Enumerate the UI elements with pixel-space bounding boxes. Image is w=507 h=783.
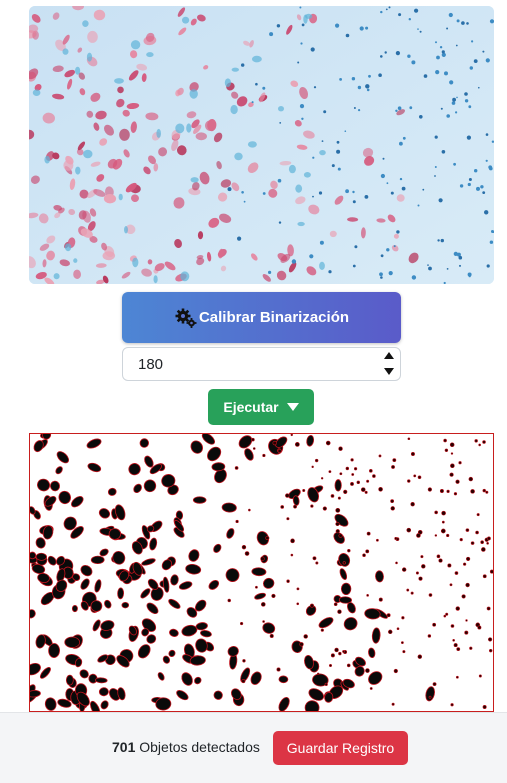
threshold-stepper[interactable] bbox=[380, 349, 398, 379]
calibrate-button-label: Calibrar Binarización bbox=[198, 309, 350, 326]
threshold-input[interactable] bbox=[122, 347, 401, 381]
object-count-value: 701 bbox=[112, 739, 136, 755]
caret-down-icon bbox=[286, 403, 299, 411]
object-count-label: Objetos detectados bbox=[139, 739, 260, 755]
binarized-result-canvas bbox=[29, 433, 494, 712]
run-button[interactable]: Ejecutar bbox=[208, 389, 314, 425]
cell-sample-photo bbox=[29, 6, 494, 284]
calibrate-binarization-button[interactable]: Calibrar Binarización bbox=[122, 292, 401, 343]
binarized-image bbox=[30, 434, 493, 711]
run-button-label: Ejecutar bbox=[223, 399, 279, 415]
footer-bar bbox=[0, 712, 507, 783]
object-count-text: 701 Objetos detectados bbox=[112, 739, 260, 755]
increment-arrow-icon[interactable] bbox=[380, 349, 398, 364]
save-record-button[interactable]: Guardar Registro bbox=[273, 731, 408, 765]
gears-icon bbox=[174, 306, 198, 330]
decrement-arrow-icon[interactable] bbox=[380, 364, 398, 379]
source-microscope-image bbox=[29, 6, 494, 284]
